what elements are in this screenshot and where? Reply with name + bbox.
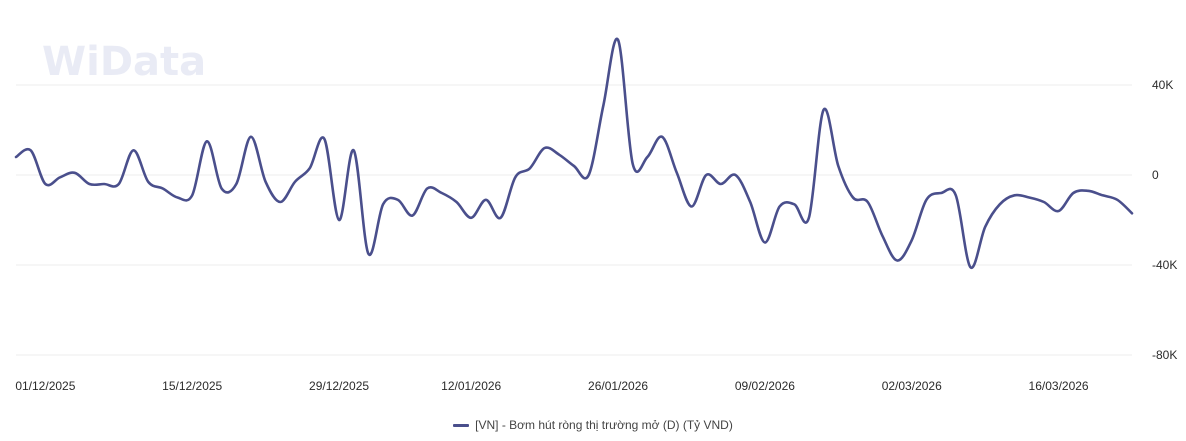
y-tick-label: -40K: [1152, 258, 1177, 272]
grid-lines: [16, 84, 1132, 356]
x-tick-label: 02/03/2026: [882, 379, 942, 393]
x-tick-label: 12/01/2026: [441, 379, 501, 393]
x-tick-label: 09/02/2026: [735, 379, 795, 393]
x-tick-label: 16/03/2026: [1029, 379, 1089, 393]
x-tick-label: 01/12/2025: [15, 379, 75, 393]
x-tick-label: 15/12/2025: [162, 379, 222, 393]
x-tick-label: 29/12/2025: [309, 379, 369, 393]
y-tick-label: 0: [1152, 168, 1159, 182]
legend-swatch: [453, 424, 470, 428]
y-tick-label: 40K: [1152, 78, 1173, 92]
watermark-logo: WiData: [42, 39, 206, 85]
x-tick-label: 26/01/2026: [588, 379, 648, 393]
legend-label: [VN] - Bơm hút ròng thị trường mở (D) (T…: [475, 418, 733, 432]
series-line[interactable]: [14, 37, 1134, 269]
legend[interactable]: [VN] - Bơm hút ròng thị trường mở (D) (T…: [0, 418, 1186, 432]
y-tick-label: -80K: [1152, 348, 1177, 362]
y-axis: 40K 0 -40K -80K: [1152, 78, 1177, 362]
x-axis: 01/12/2025 15/12/2025 29/12/2025 12/01/2026…: [15, 379, 1089, 393]
series-lines: [14, 37, 1134, 269]
